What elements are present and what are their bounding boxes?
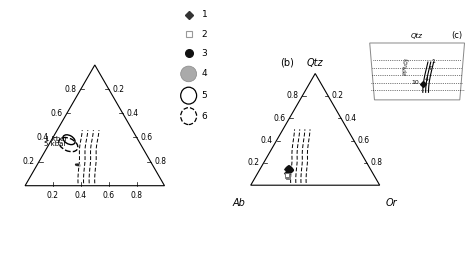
Text: 0.6: 0.6 <box>273 114 285 123</box>
Text: 6: 6 <box>202 112 208 121</box>
Text: 0.4: 0.4 <box>127 109 139 118</box>
Ellipse shape <box>181 66 197 82</box>
Text: 0.6: 0.6 <box>51 109 63 118</box>
Text: (b): (b) <box>280 57 294 67</box>
Text: 0.8: 0.8 <box>131 191 143 200</box>
Text: 0.2: 0.2 <box>23 157 35 166</box>
Text: 10: 10 <box>411 80 419 85</box>
Text: Or: Or <box>385 198 397 208</box>
Text: 0.8: 0.8 <box>155 157 167 166</box>
Text: 5: 5 <box>202 91 208 100</box>
Text: 2: 2 <box>202 30 207 39</box>
Text: 0.4: 0.4 <box>75 191 87 200</box>
Text: 1: 1 <box>431 59 435 64</box>
Text: 0.2: 0.2 <box>113 85 125 94</box>
Text: 0.6: 0.6 <box>141 133 153 142</box>
Text: 0.6: 0.6 <box>358 136 370 145</box>
Text: 0.4: 0.4 <box>261 136 273 145</box>
Text: T: T <box>428 66 431 71</box>
Text: 0.2: 0.2 <box>47 191 59 200</box>
Polygon shape <box>75 164 79 165</box>
Text: 4: 4 <box>425 78 428 83</box>
Text: 0.8: 0.8 <box>286 91 299 100</box>
Text: 0.2: 0.2 <box>248 158 260 167</box>
Text: 0.8: 0.8 <box>64 85 77 94</box>
Text: Qtz: Qtz <box>307 58 324 68</box>
Text: Qtz: Qtz <box>411 33 423 39</box>
Text: 5 kbar: 5 kbar <box>45 141 66 148</box>
Text: 3: 3 <box>202 49 208 58</box>
Text: Ab: Ab <box>233 198 246 208</box>
Text: 0.4: 0.4 <box>36 133 49 142</box>
Text: 0.8: 0.8 <box>371 158 383 167</box>
Text: 1 kbar: 1 kbar <box>46 136 68 141</box>
Polygon shape <box>77 164 80 166</box>
Text: p(H₂O): p(H₂O) <box>402 58 410 76</box>
Text: 0.6: 0.6 <box>103 191 115 200</box>
Text: 0.2: 0.2 <box>332 91 344 100</box>
Text: 4: 4 <box>202 69 207 78</box>
Text: (c): (c) <box>451 31 463 40</box>
Text: 1: 1 <box>202 10 208 19</box>
Text: 0.4: 0.4 <box>345 114 357 123</box>
